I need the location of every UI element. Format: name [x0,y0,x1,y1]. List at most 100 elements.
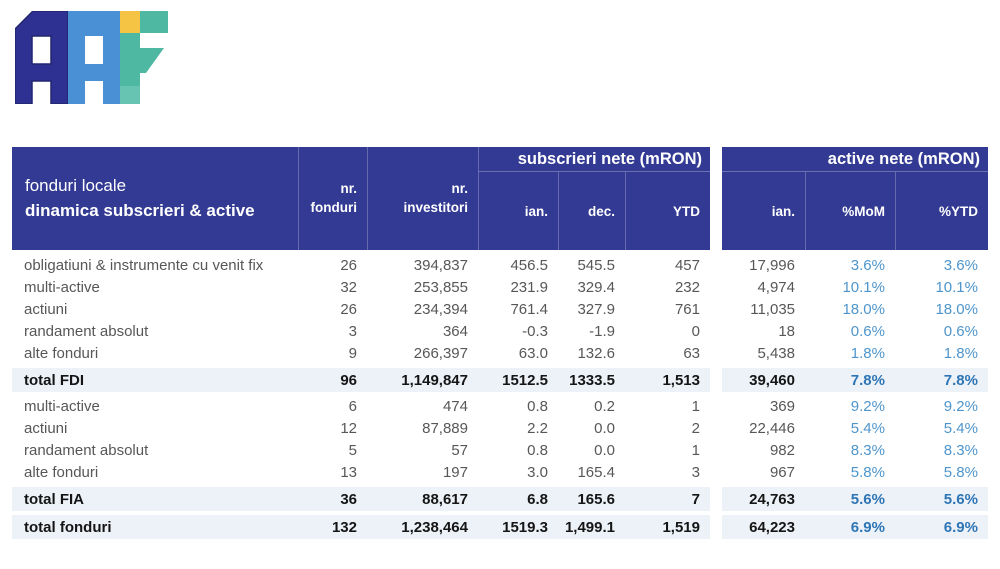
cell-act-ytd: 5.4% [943,419,978,437]
cell-sub-ian: 2.2 [527,419,548,437]
row-gap [710,461,722,483]
cell-act-ian: 24,763 [722,487,805,511]
cell-nr-fonduri: 9 [348,344,357,362]
table-row: actiuni 26 234,394 761.4 327.9 761 11,035 18.0%… [12,298,988,320]
cell-act-mom: 1.8% [850,344,885,362]
cell-sub-ytd: 1 [691,441,700,459]
table-row: randament absolut 5 57 0.8 0.0 1 982 8.3% 8.3% [12,439,988,461]
cell-act-ytd: 8.3% [943,441,978,459]
cell-nr-investitori: 364 [442,322,468,340]
row-label: randament absolut [24,441,149,459]
cell-sub-ian: 456.5 [510,256,548,274]
cell-sub-ytd: 7 [625,487,710,511]
cell-nr-investitori: 474 [442,397,468,415]
cell-act-mom: 8.3% [850,441,885,459]
col-header-sub-ian: ian. [478,172,558,250]
cell-act-mom: 7.8% [805,368,895,392]
cell-act-mom: 9.2% [850,397,885,415]
row-label: obligatiuni & instrumente cu venit fix [24,256,264,274]
col-header-act-ian: ian. [722,172,805,250]
cell-sub-ian: 6.8 [478,487,558,511]
cell-act-ytd: 5.8% [943,463,978,481]
cell-nr-investitori: 1,149,847 [367,368,478,392]
cell-sub-ian: -0.3 [522,322,548,340]
cell-sub-ytd: 3 [691,463,700,481]
cell-sub-dec: 327.9 [577,300,615,318]
row-gap [710,320,722,342]
cell-nr-investitori: 234,394 [413,300,468,318]
table-title-line1: fonduri locale [25,175,127,195]
cell-act-ian: 369 [769,397,795,415]
cell-nr-fonduri: 36 [298,487,367,511]
table-title-line2: dinamica subscrieri & active [25,200,255,220]
table-row: multi-active 6 474 0.8 0.2 1 369 9.2% 9.2% [12,395,988,417]
cell-sub-ian: 0.8 [527,397,548,415]
table-row: alte fonduri 9 266,397 63.0 132.6 63 5,438 1.8%… [12,342,988,364]
row-label: total fonduri [12,515,298,539]
col-header-nr-investitori: nr. investitori [367,147,478,250]
table-row: randament absolut 3 364 -0.3 -1.9 0 18 0.6% 0.6% [12,320,988,342]
cell-nr-investitori: 197 [442,463,468,481]
table-row: actiuni 12 87,889 2.2 0.0 2 22,446 5.4% 5.4% [12,417,988,439]
row-gap [710,515,722,539]
cell-act-ian: 4,974 [757,278,795,296]
cell-sub-dec: 1,499.1 [558,515,625,539]
cell-nr-fonduri: 26 [340,300,357,318]
col-group-active-nete: active nete (mRON) [722,147,988,172]
cell-act-ian: 18 [778,322,795,340]
cell-act-mom: 5.8% [850,463,885,481]
cell-nr-fonduri: 96 [298,368,367,392]
cell-act-ytd: 5.6% [895,487,988,511]
row-label: alte fonduri [24,463,99,481]
table-row-total-fonduri: total fonduri 132 1,238,464 1519.3 1,499.1 1,… [12,515,988,539]
cell-sub-dec: -1.9 [589,322,615,340]
cell-nr-fonduri: 132 [298,515,367,539]
cell-sub-dec: 165.6 [558,487,625,511]
cell-act-ytd: 10.1% [935,278,978,296]
cell-act-mom: 0.6% [850,322,885,340]
cell-act-mom: 3.6% [850,256,885,274]
cell-sub-ytd: 457 [674,256,700,274]
row-label: multi-active [24,397,100,415]
cell-act-ian: 11,035 [750,300,795,318]
funds-table: fonduri locale dinamica subscrieri & act… [12,147,988,539]
cell-sub-dec: 0.0 [594,441,615,459]
cell-nr-investitori: 88,617 [367,487,478,511]
row-gap [710,254,722,276]
table-title: fonduri locale dinamica subscrieri & act… [12,147,298,250]
cell-sub-ytd: 232 [674,278,700,296]
cell-sub-dec: 0.2 [594,397,615,415]
table-row: multi-active 32 253,855 231.9 329.4 232 4,974 1… [12,276,988,298]
cell-act-mom: 18.0% [842,300,885,318]
cell-nr-fonduri: 12 [340,419,357,437]
cell-act-ytd: 3.6% [943,256,978,274]
col-header-nr-fonduri-line1: nr. [340,181,357,197]
row-gap [710,487,722,511]
table-section-gap [710,147,722,250]
aaf-logo [15,11,168,104]
cell-sub-ian: 3.0 [527,463,548,481]
cell-act-ian: 17,996 [749,256,795,274]
cell-act-ytd: 0.6% [943,322,978,340]
cell-sub-dec: 1333.5 [558,368,625,392]
col-group-subscrieri-nete: subscrieri nete (mRON) [478,147,710,172]
row-gap [710,368,722,392]
cell-sub-ytd: 2 [691,419,700,437]
row-gap [710,276,722,298]
row-gap [710,342,722,364]
cell-nr-investitori: 266,397 [413,344,468,362]
cell-sub-ytd: 63 [683,344,700,362]
col-header-act-mom: %MoM [805,172,895,250]
row-gap [710,417,722,439]
cell-nr-investitori: 253,855 [413,278,468,296]
table-row: alte fonduri 13 197 3.0 165.4 3 967 5.8% 5.8% [12,461,988,483]
row-gap [710,395,722,417]
cell-nr-fonduri: 13 [340,463,357,481]
row-label: total FIA [12,487,298,511]
cell-act-ytd: 9.2% [943,397,978,415]
cell-sub-dec: 545.5 [577,256,615,274]
row-label: randament absolut [24,322,149,340]
cell-act-mom: 5.6% [805,487,895,511]
row-gap [710,439,722,461]
